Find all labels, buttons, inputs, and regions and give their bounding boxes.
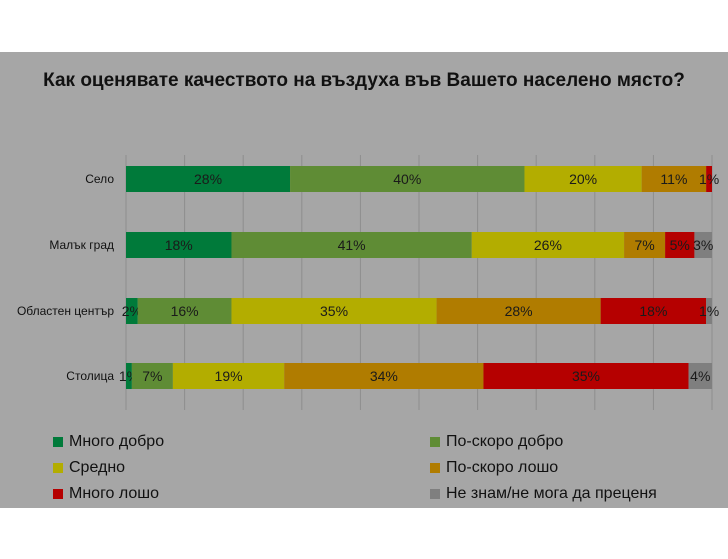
legend-swatch: [53, 437, 63, 447]
data-label: 35%: [320, 303, 348, 319]
bar-segment: [600, 298, 707, 324]
bar-segment: [471, 232, 625, 258]
chart-title: Как оценявате качеството на въздуха във …: [43, 70, 685, 91]
data-label: 5%: [670, 237, 690, 253]
data-label: 28%: [194, 171, 222, 187]
data-label: 35%: [572, 368, 600, 384]
bar-segment: [126, 232, 232, 258]
legend-item: По-скоро добро: [430, 433, 563, 451]
bar-segment: [706, 166, 712, 192]
data-label: 7%: [634, 237, 654, 253]
bar-segment: [624, 232, 666, 258]
data-label: 7%: [142, 368, 162, 384]
bar-segment: [706, 298, 712, 324]
legend-label: По-скоро лошо: [446, 459, 559, 476]
bar-segment: [172, 363, 285, 389]
legend-item: Много лошо: [53, 485, 159, 503]
data-label: 28%: [505, 303, 533, 319]
bar-segment: [284, 363, 484, 389]
legend-item: Средно: [53, 459, 125, 477]
legend-swatch: [53, 463, 63, 473]
data-label: 2%: [122, 303, 142, 319]
bar-segment: [131, 363, 173, 389]
legend-label: Не знам/не мога да преценя: [446, 485, 657, 502]
bar-segment: [641, 166, 707, 192]
legend-label: Средно: [69, 459, 126, 476]
legend-swatch: [430, 437, 440, 447]
bar-segment: [436, 298, 601, 324]
bar-segment: [137, 298, 232, 324]
bar-segment: [483, 363, 689, 389]
data-label: 18%: [165, 237, 193, 253]
bar-segment: [694, 232, 712, 258]
category-label: Малък град: [49, 238, 114, 252]
legend-label: Много лошо: [69, 485, 160, 502]
data-label: 18%: [639, 303, 667, 319]
bar-segment: [126, 166, 291, 192]
data-label: 11%: [660, 171, 687, 187]
legend-swatch: [430, 489, 440, 499]
category-label: Столица: [66, 369, 114, 383]
data-label: 34%: [370, 368, 398, 384]
bar-segment: [524, 166, 642, 192]
legend-label: Много добро: [69, 433, 165, 450]
bar-segment: [290, 166, 525, 192]
legend-item: Много добро: [53, 433, 164, 451]
bar-segment: [126, 363, 132, 389]
chart-background: [0, 52, 728, 508]
data-label: 26%: [534, 237, 562, 253]
bar-segment: [126, 298, 138, 324]
legend-swatch: [430, 463, 440, 473]
data-label: 16%: [171, 303, 199, 319]
category-label: Областен център: [17, 304, 114, 318]
data-label: 40%: [393, 171, 421, 187]
bar-segment: [665, 232, 695, 258]
bar-segment: [231, 232, 472, 258]
data-label: 1%: [699, 171, 719, 187]
data-label: 19%: [215, 368, 243, 384]
data-label: 3%: [693, 237, 713, 253]
data-label: 41%: [338, 237, 366, 253]
data-label: 1%: [699, 303, 719, 319]
data-label: 20%: [569, 171, 597, 187]
legend-item: Не знам/не мога да преценя: [430, 485, 657, 503]
legend-swatch: [53, 489, 63, 499]
legend-label: По-скоро добро: [446, 433, 564, 450]
data-label: 4%: [690, 368, 710, 384]
bar-segment: [688, 363, 712, 389]
category-label: Село: [85, 172, 114, 186]
bar-segment: [231, 298, 437, 324]
legend-item: По-скоро лошо: [430, 459, 558, 477]
